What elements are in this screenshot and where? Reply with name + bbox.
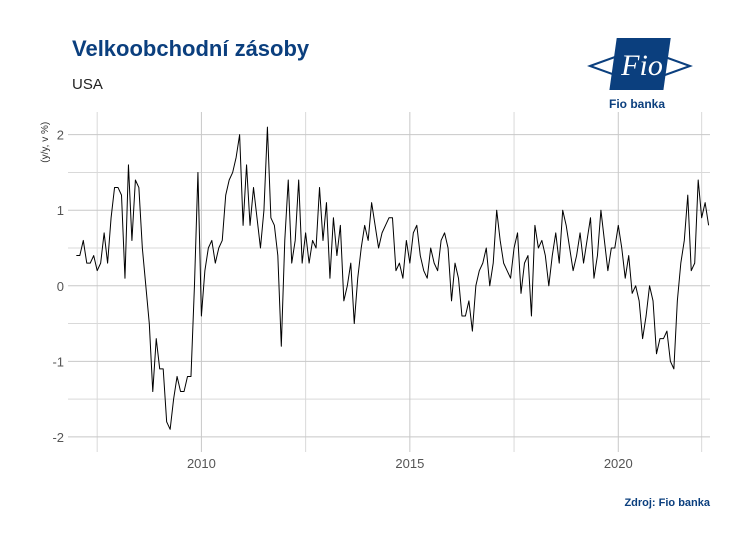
source-label: Zdroj: Fio banka bbox=[624, 497, 710, 509]
y-axis-title: (y/y, v %) bbox=[40, 122, 51, 163]
y-tick-label: 0 bbox=[57, 279, 64, 294]
y-tick-label: 2 bbox=[57, 128, 64, 143]
y-tick-label: -2 bbox=[52, 430, 64, 445]
logo-text: Fio bbox=[620, 49, 663, 82]
x-tick-label: 2015 bbox=[395, 456, 424, 471]
logo-caption: Fio banka bbox=[609, 97, 666, 111]
y-tick-label: 1 bbox=[57, 203, 64, 218]
chart-title: Velkoobchodní zásoby bbox=[72, 36, 310, 61]
series-line bbox=[76, 126, 710, 430]
chart-subtitle: USA bbox=[72, 76, 103, 93]
fio-logo: Fio bbox=[587, 38, 693, 90]
x-tick-label: 2010 bbox=[187, 456, 216, 471]
x-tick-label: 2020 bbox=[604, 456, 633, 471]
logo-box bbox=[609, 38, 671, 90]
y-tick-label: -1 bbox=[52, 354, 64, 369]
